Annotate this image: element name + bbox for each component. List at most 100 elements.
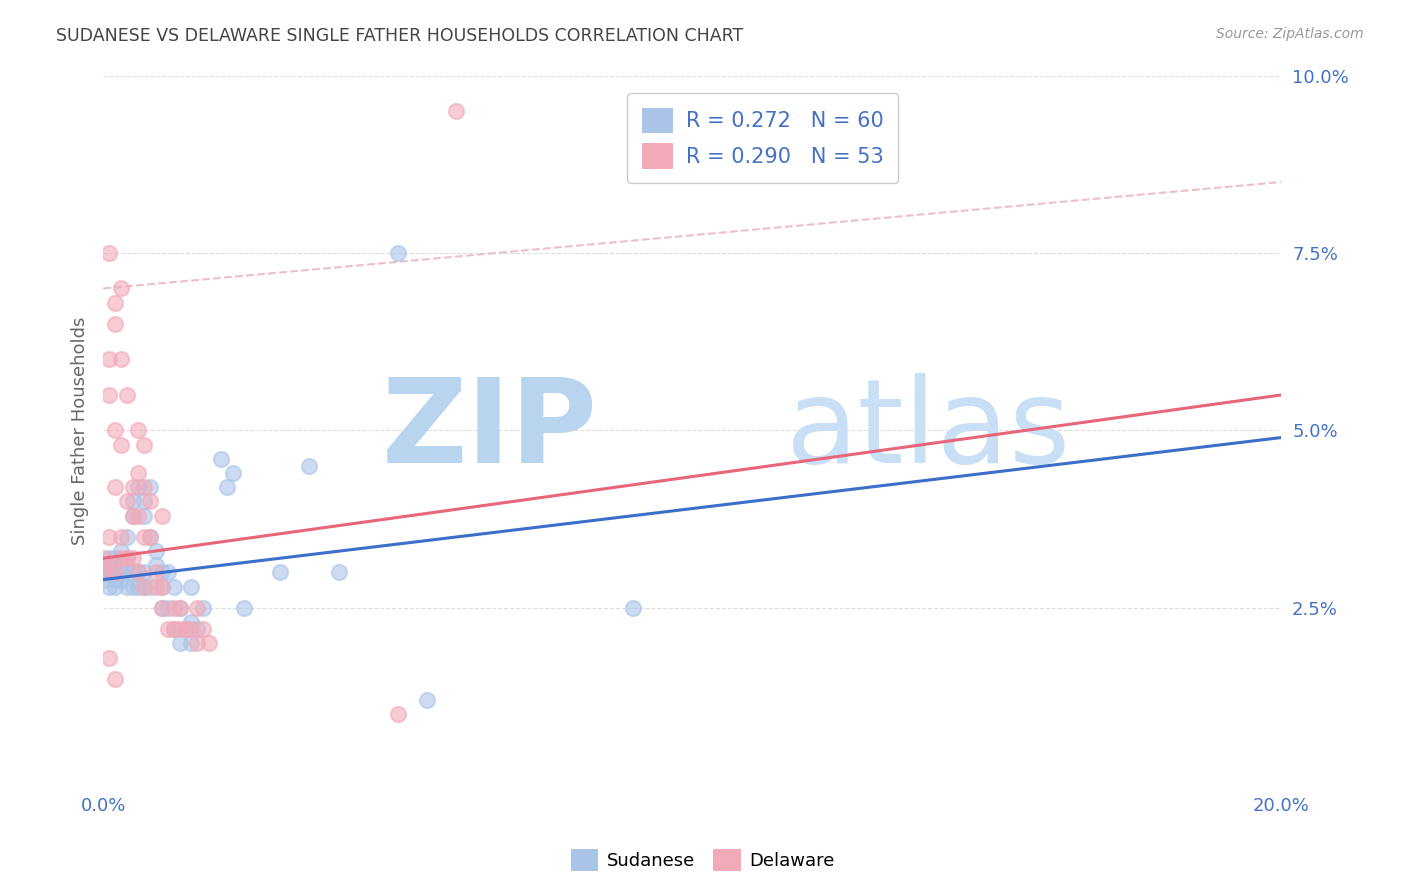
Point [193,622,215,636]
Point [186,636,208,650]
Point [180,622,202,636]
Legend: R = 0.272   N = 60, R = 0.290   N = 53: R = 0.272 N = 60, R = 0.290 N = 53 [627,93,898,184]
Point [328,566,350,580]
Point [134,494,156,508]
Point [115,530,138,544]
Point [104,295,127,310]
Point [169,601,191,615]
Point [174,622,197,636]
Point [115,388,138,402]
Text: atlas: atlas [786,373,1071,488]
Point [150,580,173,594]
Point [198,636,221,650]
Point [110,558,132,573]
Point [91,551,114,566]
Point [298,458,321,473]
Point [115,494,138,508]
Point [163,622,186,636]
Point [104,672,127,686]
Point [134,530,156,544]
Point [98,650,121,665]
Point [145,558,167,573]
Point [215,480,238,494]
Point [139,530,162,544]
Point [110,530,132,544]
Point [91,573,114,587]
Point [98,246,121,260]
Y-axis label: Single Father Households: Single Father Households [72,317,89,545]
Point [115,551,138,566]
Point [134,580,156,594]
Point [115,551,138,566]
Point [98,558,121,573]
Point [127,466,149,480]
Text: SUDANESE VS DELAWARE SINGLE FATHER HOUSEHOLDS CORRELATION CHART: SUDANESE VS DELAWARE SINGLE FATHER HOUSE… [56,27,744,45]
Point [446,103,468,118]
Point [163,601,186,615]
Point [121,480,143,494]
Point [110,573,132,587]
Point [134,480,156,494]
Point [98,580,121,594]
Point [150,508,173,523]
Point [115,580,138,594]
Point [416,693,439,707]
Point [104,551,127,566]
Point [150,580,173,594]
Point [121,566,143,580]
Point [110,544,132,558]
Point [145,544,167,558]
Text: Source: ZipAtlas.com: Source: ZipAtlas.com [1216,27,1364,41]
Point [115,558,138,573]
Point [104,580,127,594]
Point [104,573,127,587]
Point [139,580,162,594]
Point [127,580,149,594]
Point [91,558,114,573]
Point [150,601,173,615]
Point [156,566,179,580]
Point [104,566,127,580]
Point [134,438,156,452]
Point [180,615,202,629]
Point [98,352,121,367]
Point [169,636,191,650]
Point [193,601,215,615]
Point [621,601,644,615]
Point [221,466,243,480]
Point [127,508,149,523]
Point [98,566,121,580]
Point [104,317,127,331]
Point [127,566,149,580]
Point [150,601,173,615]
Point [139,494,162,508]
Point [110,551,132,566]
Point [139,530,162,544]
Point [145,566,167,580]
Point [98,530,121,544]
Point [121,494,143,508]
Point [156,601,179,615]
Point [186,622,208,636]
Point [134,566,156,580]
Point [121,508,143,523]
Point [186,601,208,615]
Point [163,580,186,594]
Point [127,424,149,438]
Point [180,580,202,594]
Point [110,566,132,580]
Point [169,601,191,615]
Point [98,558,121,573]
Point [145,580,167,594]
Point [121,508,143,523]
Point [98,551,121,566]
Point [139,480,162,494]
Point [156,622,179,636]
Point [134,508,156,523]
Point [110,438,132,452]
Point [121,551,143,566]
Legend: Sudanese, Delaware: Sudanese, Delaware [564,842,842,879]
Point [150,566,173,580]
Point [233,601,256,615]
Point [134,580,156,594]
